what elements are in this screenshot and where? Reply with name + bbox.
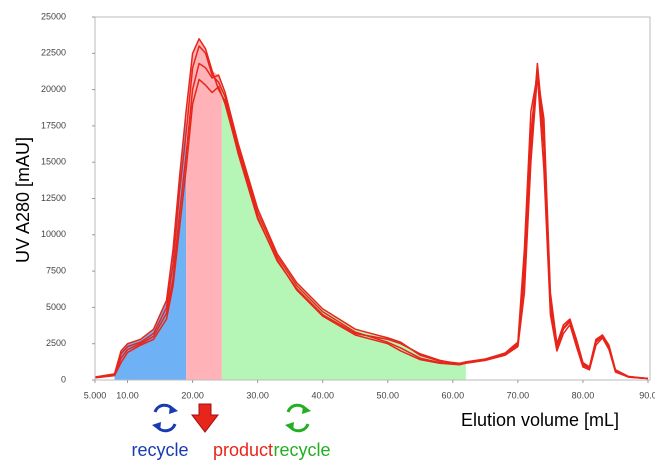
product-arrow xyxy=(190,403,220,433)
region-label: recycle xyxy=(273,440,330,460)
regions xyxy=(114,38,466,380)
y-tick-label: 10000 xyxy=(41,229,66,239)
recycle-icon-blue xyxy=(152,403,178,433)
x-tick-label: 30.00 xyxy=(246,390,269,400)
y-tick-label: 20000 xyxy=(41,84,66,94)
x-tick-label: 40.00 xyxy=(311,390,334,400)
y-tick-label: 2500 xyxy=(46,338,66,348)
recycle-icon-green xyxy=(285,403,311,433)
region-label: recycle xyxy=(131,440,188,460)
region-fill xyxy=(114,38,187,380)
y-tick-label: 15000 xyxy=(41,157,66,167)
y-axis-label: UV A280 [mAU] xyxy=(13,137,33,263)
y-tick-label: 25000 xyxy=(41,11,66,21)
y-tick-label: 5000 xyxy=(46,302,66,312)
y-tick-label: 7500 xyxy=(46,265,66,275)
y-tick-label: 22500 xyxy=(41,48,66,58)
x-tick-label: 10.00 xyxy=(116,390,139,400)
trace xyxy=(94,38,649,380)
x-tick-label: 90.0 xyxy=(639,390,655,400)
region-labels: recycle product recycle xyxy=(131,440,330,460)
y-tick-label: 17500 xyxy=(41,120,66,130)
region-fill xyxy=(186,38,222,380)
region-label: product xyxy=(213,440,273,460)
y-tick-label: 12500 xyxy=(41,193,66,203)
x-tick-label: 80.00 xyxy=(572,390,595,400)
traces xyxy=(94,38,649,380)
x-tick-label: 5.000 xyxy=(84,390,107,400)
x-tick-label: 60.00 xyxy=(442,390,465,400)
x-tick-label: 70.00 xyxy=(507,390,530,400)
x-axis-label: Elution volume [mL] xyxy=(461,410,619,430)
x-tick-label: 20.00 xyxy=(181,390,204,400)
x-tick-label: 50.00 xyxy=(376,390,399,400)
y-tick-label: 0 xyxy=(61,374,66,384)
ticks: 0 2500 5000 7500 10000 12500 15000 17500 20000 22… xyxy=(41,11,655,400)
